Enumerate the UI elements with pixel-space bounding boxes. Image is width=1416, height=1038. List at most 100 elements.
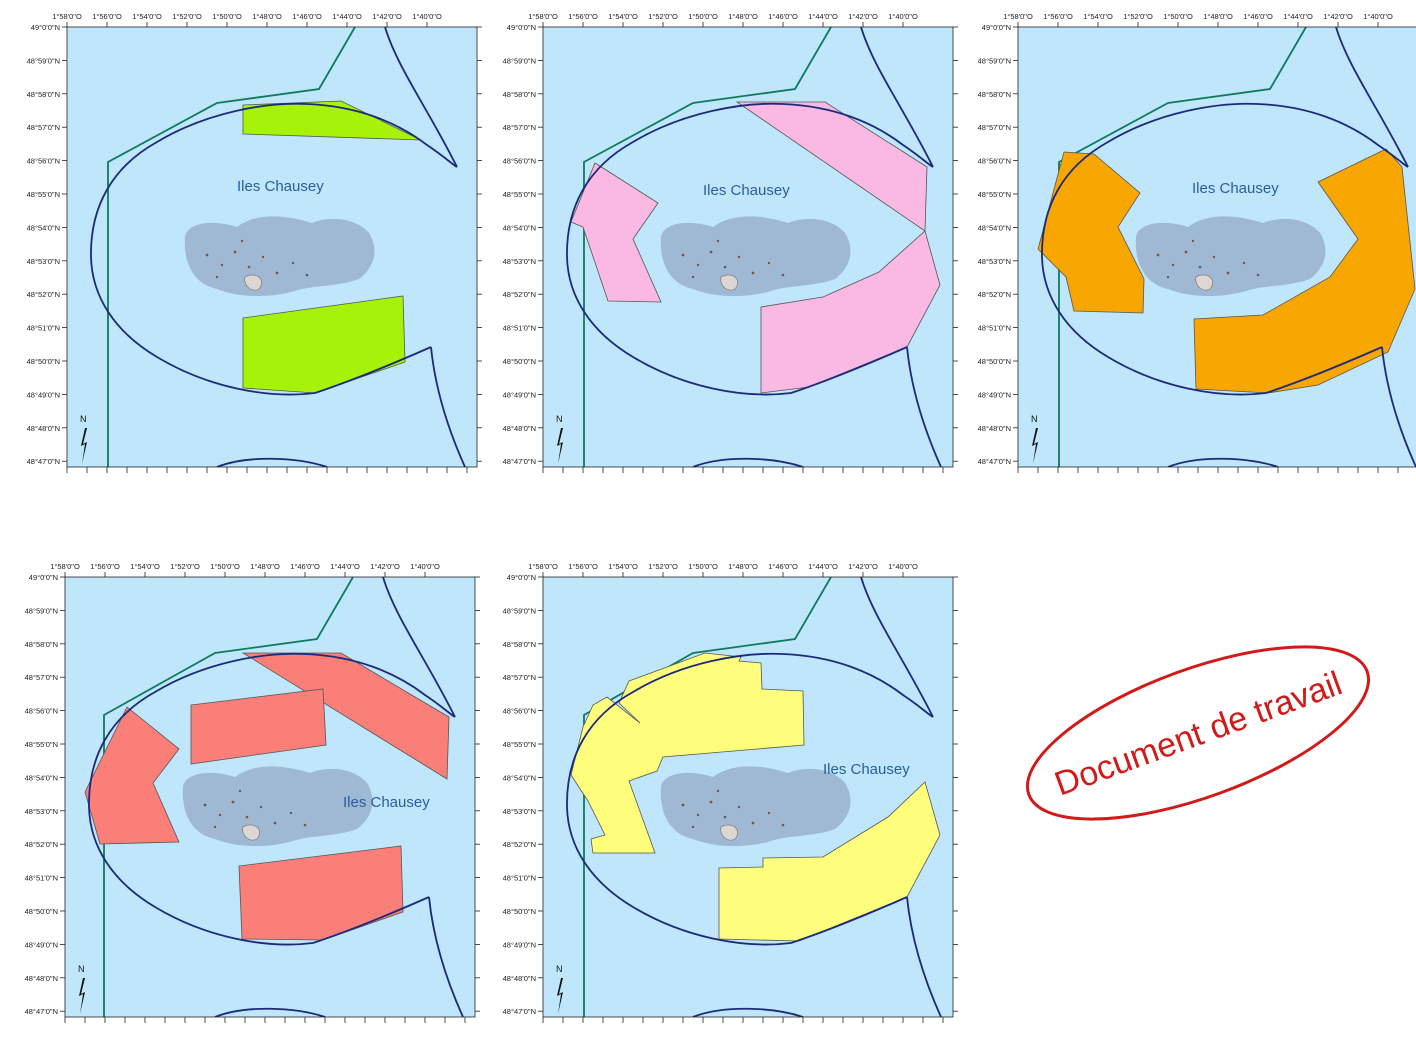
lon-tick-label: 1°56'0"O	[92, 12, 122, 21]
map-frame	[1017, 26, 1416, 468]
svg-text:N: N	[78, 964, 85, 974]
lon-tick-label: 1°50'0"O	[210, 562, 240, 571]
lon-tick-label: 1°56'0"O	[1043, 12, 1073, 21]
zone-polygon	[718, 781, 941, 942]
lat-tick-label: 48°58'0"N	[25, 640, 58, 649]
lon-tick-label: 1°48'0"O	[1203, 12, 1233, 21]
lon-tick-label: 1°52'0"O	[172, 12, 202, 21]
lat-tick-label: 48°57'0"N	[503, 673, 536, 682]
island-label: Iles Chausey	[237, 178, 324, 195]
lat-tick-label: 48°56'0"N	[25, 707, 58, 716]
lon-tick-label: 1°44'0"O	[1283, 12, 1313, 21]
lon-tick-label: 1°46'0"O	[292, 12, 322, 21]
lat-tick-label: 48°57'0"N	[978, 123, 1011, 132]
lon-tick-label: 1°58'0"O	[50, 562, 80, 571]
zone-polygon	[238, 845, 404, 941]
lon-tick-label: 1°52'0"O	[648, 562, 678, 571]
island-group	[1135, 216, 1326, 297]
stamp-text: Document de travail	[1050, 664, 1347, 803]
lat-tick-label: 48°52'0"N	[978, 290, 1011, 299]
lat-tick-label: 48°54'0"N	[25, 773, 58, 782]
graticule-3: 1°58'0"O 1°56'0"O 1°54'0"O 1°52'0"O 1°50'0"O…	[25, 562, 480, 1023]
lon-tick-label: 1°48'0"O	[252, 12, 282, 21]
zone-polygon	[84, 706, 180, 845]
lat-tick-label: 48°50'0"N	[25, 907, 58, 916]
lon-tick-label: 1°56'0"O	[568, 562, 598, 571]
north-arrow-icon: N	[1031, 414, 1038, 464]
lat-tick-label: 48°51'0"N	[25, 874, 58, 883]
limit-line	[107, 27, 356, 467]
lon-tick-label: 1°54'0"O	[608, 12, 638, 21]
lat-tick-label: 48°55'0"N	[25, 740, 58, 749]
lon-tick-label: 1°50'0"O	[688, 562, 718, 571]
lon-tick-label: 1°52'0"O	[170, 562, 200, 571]
boundary-line	[566, 102, 934, 396]
lat-tick-label: 48°47'0"N	[25, 1007, 58, 1016]
lon-tick-label: 1°42'0"O	[1323, 12, 1353, 21]
lat-tick-label: 48°49'0"N	[503, 940, 536, 949]
lat-tick-label: 48°47'0"N	[978, 457, 1011, 466]
lat-tick-label: 48°55'0"N	[978, 190, 1011, 199]
map-frame	[64, 576, 476, 1018]
lon-tick-label: 1°44'0"O	[332, 12, 362, 21]
lat-tick-label: 48°52'0"N	[503, 290, 536, 299]
lat-tick-label: 48°59'0"N	[25, 606, 58, 615]
boundary-line	[566, 652, 934, 946]
lon-tick-label: 1°48'0"O	[728, 562, 758, 571]
svg-text:N: N	[1031, 414, 1038, 424]
lon-tick-label: 1°58'0"O	[528, 562, 558, 571]
lon-tick-label: 1°52'0"O	[1123, 12, 1153, 21]
lon-tick-label: 1°44'0"O	[808, 562, 838, 571]
north-arrow-icon: N	[556, 964, 563, 1014]
lon-tick-label: 1°40'0"O	[412, 12, 442, 21]
lon-tick-label: 1°58'0"O	[1003, 12, 1033, 21]
lat-tick-label: 48°58'0"N	[503, 90, 536, 99]
lat-tick-label: 48°50'0"N	[27, 357, 60, 366]
lat-tick-label: 48°55'0"N	[27, 190, 60, 199]
working-document-stamp: Document de travail	[1025, 645, 1371, 821]
lon-tick-label: 1°42'0"O	[848, 12, 878, 21]
svg-text:N: N	[80, 414, 87, 424]
north-arrow-icon: N	[80, 414, 87, 464]
lat-tick-label: 48°50'0"N	[978, 357, 1011, 366]
zone-polygon	[190, 688, 327, 765]
lon-tick-label: 1°46'0"O	[1243, 12, 1273, 21]
lat-tick-label: 48°48'0"N	[25, 974, 58, 983]
graticule-4: 1°58'0"O 1°56'0"O 1°54'0"O 1°52'0"O 1°50'0"O…	[503, 562, 958, 1023]
island-group	[660, 216, 851, 297]
zone-polygon	[1037, 151, 1145, 314]
lon-tick-label: 1°48'0"O	[728, 12, 758, 21]
lat-tick-label: 48°56'0"N	[503, 157, 536, 166]
zone-polygon	[241, 652, 450, 780]
island-group	[660, 766, 851, 847]
lat-tick-label: 48°57'0"N	[25, 673, 58, 682]
map-panel-yellow: Iles Chausey N	[542, 576, 954, 1018]
lon-tick-label: 1°54'0"O	[130, 562, 160, 571]
lat-tick-label: 48°47'0"N	[503, 1007, 536, 1016]
lat-tick-label: 48°48'0"N	[27, 424, 60, 433]
lon-tick-label: 1°48'0"O	[250, 562, 280, 571]
lon-tick-label: 1°44'0"O	[808, 12, 838, 21]
lon-tick-label: 1°52'0"O	[648, 12, 678, 21]
lon-tick-label: 1°54'0"O	[1083, 12, 1113, 21]
lat-tick-label: 48°51'0"N	[503, 874, 536, 883]
lat-tick-label: 48°58'0"N	[503, 640, 536, 649]
lon-tick-label: 1°58'0"O	[52, 12, 82, 21]
svg-text:N: N	[556, 964, 563, 974]
lon-tick-label: 1°54'0"O	[132, 12, 162, 21]
boundary-line	[1041, 102, 1409, 396]
lat-tick-label: 48°49'0"N	[25, 940, 58, 949]
map-panel-red: Iles Chausey N	[64, 576, 476, 1018]
boundary-line	[88, 652, 456, 946]
north-arrow-icon: N	[556, 414, 563, 464]
lon-tick-label: 1°42'0"O	[848, 562, 878, 571]
map-frame	[542, 576, 954, 1018]
lon-tick-label: 1°40'0"O	[888, 12, 918, 21]
lat-tick-label: 48°54'0"N	[503, 223, 536, 232]
map-frame	[66, 26, 478, 468]
lat-tick-label: 48°53'0"N	[25, 807, 58, 816]
lat-tick-label: 48°56'0"N	[27, 157, 60, 166]
lat-tick-label: 48°58'0"N	[27, 90, 60, 99]
zone-polygon	[570, 652, 805, 854]
lat-tick-label: 48°51'0"N	[503, 324, 536, 333]
